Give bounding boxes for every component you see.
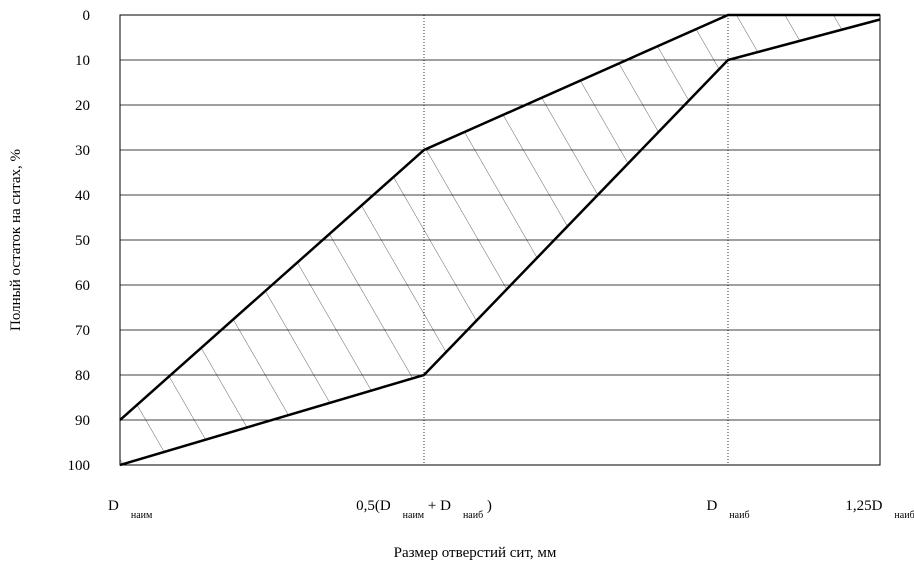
x-tick-label: Dнаиб xyxy=(706,498,749,521)
y-tick-label: 70 xyxy=(75,323,90,339)
y-tick-label: 100 xyxy=(68,458,91,474)
y-tick-label: 50 xyxy=(75,233,90,249)
x-tick-label-part: 0,5(D xyxy=(356,498,391,514)
x-tick-label: Dнаим xyxy=(108,498,153,521)
x-tick-label-sub: наиб xyxy=(729,510,749,521)
y-tick-label: 10 xyxy=(75,53,90,69)
x-tick-label: 1,25D наиб xyxy=(845,498,914,521)
x-tick-label-sub: наиб xyxy=(894,510,914,521)
y-tick-label: 90 xyxy=(75,413,90,429)
x-tick-label-sub: наиб xyxy=(463,510,483,521)
y-tick-label: 0 xyxy=(83,8,91,24)
x-tick-label-sub: наим xyxy=(131,510,153,521)
x-tick-label-part: ) xyxy=(483,498,492,514)
y-tick-label: 60 xyxy=(75,278,90,294)
x-axis-label: Размер отверстий сит, мм xyxy=(394,545,557,561)
y-tick-label: 80 xyxy=(75,368,90,384)
plot-frame xyxy=(119,14,881,466)
x-tick-label-part: + D xyxy=(424,498,451,514)
y-tick-label: 20 xyxy=(75,98,90,114)
x-tick-label: 0,5(D наим + D наиб ) xyxy=(356,498,492,521)
series-line xyxy=(119,18,881,467)
series-line xyxy=(119,13,880,421)
y-axis-label: Полный остаток на ситах, % xyxy=(8,149,24,331)
x-tick-label-part: D xyxy=(706,498,717,514)
y-tick-label: 40 xyxy=(75,188,90,204)
x-tick-label-part: D xyxy=(108,498,119,514)
x-tick-label-sub: наим xyxy=(403,510,425,521)
y-tick-label: 30 xyxy=(75,143,90,159)
x-tick-label-part: 1,25D xyxy=(845,498,882,514)
